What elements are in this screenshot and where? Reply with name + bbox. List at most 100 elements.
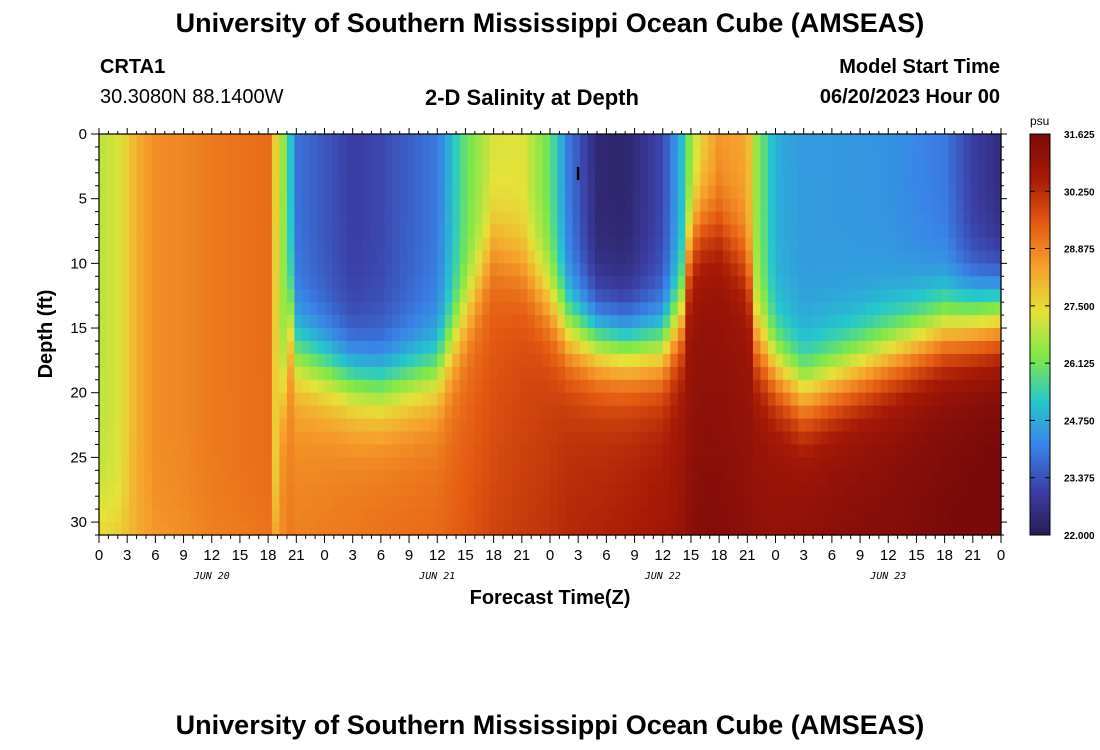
heatmap-cell bbox=[820, 198, 829, 213]
heatmap-cell bbox=[114, 379, 123, 394]
heatmap-cell bbox=[482, 263, 491, 277]
heatmap-cell bbox=[940, 263, 949, 277]
heatmap-cell bbox=[369, 185, 378, 200]
heatmap-cell bbox=[189, 379, 198, 394]
heatmap-cell bbox=[985, 522, 995, 536]
heatmap-cell bbox=[249, 509, 258, 523]
heatmap-cell bbox=[459, 198, 468, 213]
heatmap-cell bbox=[993, 483, 1002, 497]
heatmap-cell bbox=[873, 379, 882, 394]
heatmap-cell bbox=[775, 250, 784, 264]
heatmap-cell bbox=[369, 353, 378, 368]
footer-title: University of Southern Mississippi Ocean… bbox=[175, 710, 925, 740]
heatmap-cell bbox=[760, 276, 769, 290]
heatmap-cell bbox=[730, 185, 739, 200]
heatmap-cell bbox=[745, 328, 754, 342]
heatmap-cell bbox=[662, 366, 671, 381]
heatmap-cell bbox=[918, 496, 927, 510]
heatmap-cell bbox=[474, 522, 483, 536]
heatmap-cell bbox=[940, 146, 949, 161]
heatmap-cell bbox=[534, 172, 544, 187]
heatmap-cell bbox=[670, 470, 679, 484]
heatmap-cell bbox=[752, 509, 762, 523]
heatmap-cell bbox=[444, 379, 453, 394]
heatmap-cell bbox=[662, 405, 671, 420]
heatmap-cell bbox=[572, 211, 581, 226]
heatmap-cell bbox=[542, 328, 551, 342]
heatmap-cell bbox=[369, 366, 378, 381]
heatmap-cell bbox=[452, 185, 461, 200]
heatmap-cell bbox=[850, 366, 859, 381]
heatmap-cell bbox=[392, 302, 401, 316]
heatmap-cell bbox=[700, 146, 709, 161]
heatmap-cell bbox=[707, 431, 716, 446]
heatmap-cell bbox=[798, 134, 807, 148]
heatmap-cell bbox=[865, 134, 874, 148]
heatmap-cell bbox=[309, 392, 318, 407]
heatmap-cell bbox=[264, 211, 273, 226]
heatmap-cell bbox=[655, 276, 664, 290]
heatmap-cell bbox=[760, 509, 769, 523]
heatmap-cell bbox=[978, 237, 987, 252]
heatmap-cell bbox=[256, 483, 265, 497]
heatmap-cell bbox=[843, 211, 852, 226]
heatmap-cell bbox=[316, 211, 326, 226]
heatmap-cell bbox=[347, 250, 356, 264]
heatmap-cell bbox=[632, 522, 641, 536]
heatmap-cell bbox=[550, 237, 559, 252]
heatmap-cell bbox=[482, 444, 491, 458]
heatmap-cell bbox=[610, 263, 619, 277]
heatmap-cell bbox=[407, 302, 416, 316]
heatmap-cell bbox=[662, 444, 671, 458]
heatmap-cell bbox=[700, 224, 709, 239]
heatmap-cell bbox=[114, 509, 123, 523]
heatmap-cell bbox=[888, 289, 897, 303]
heatmap-cell bbox=[429, 431, 438, 446]
heatmap-cell bbox=[459, 224, 468, 239]
heatmap-cell bbox=[399, 211, 408, 226]
heatmap-cell bbox=[324, 522, 333, 536]
heatmap-cell bbox=[144, 522, 153, 536]
heatmap-cell bbox=[114, 172, 123, 187]
heatmap-cell bbox=[880, 509, 889, 523]
heatmap-cell bbox=[294, 457, 303, 471]
heatmap-cell bbox=[407, 250, 416, 264]
heatmap-cell bbox=[489, 431, 498, 446]
heatmap-cell bbox=[850, 211, 859, 226]
heatmap-cell bbox=[226, 302, 235, 316]
heatmap-cell bbox=[174, 392, 183, 407]
x-tick-label: 21 bbox=[964, 547, 981, 564]
heatmap-cell bbox=[452, 496, 461, 510]
heatmap-cell bbox=[565, 483, 574, 497]
heatmap-cell bbox=[557, 496, 566, 510]
heatmap-cell bbox=[407, 134, 416, 148]
heatmap-cell bbox=[324, 250, 333, 264]
heatmap-cell bbox=[985, 444, 995, 458]
page-title: University of Southern Mississippi Ocean… bbox=[175, 8, 925, 38]
heatmap-cell bbox=[332, 172, 341, 187]
heatmap-cell bbox=[903, 418, 912, 433]
heatmap-cell bbox=[354, 224, 363, 239]
heatmap-cell bbox=[459, 431, 468, 446]
heatmap-cell bbox=[858, 340, 867, 355]
heatmap-cell bbox=[677, 522, 686, 536]
heatmap-cell bbox=[745, 289, 754, 303]
heatmap-cell bbox=[159, 483, 168, 497]
heatmap-cell bbox=[234, 185, 243, 200]
heatmap-cell bbox=[407, 276, 416, 290]
heatmap-cell bbox=[910, 237, 919, 252]
heatmap-cell bbox=[429, 509, 438, 523]
heatmap-cell bbox=[151, 340, 160, 355]
heatmap-cell bbox=[174, 134, 183, 148]
heatmap-cell bbox=[610, 379, 619, 394]
heatmap-cell bbox=[467, 134, 476, 148]
heatmap-cell bbox=[399, 302, 408, 316]
heatmap-cell bbox=[226, 250, 235, 264]
heatmap-cell bbox=[670, 159, 679, 174]
heatmap-cell bbox=[790, 444, 799, 458]
colorbar-tick-label: 22.000 bbox=[1064, 531, 1095, 542]
heatmap-cell bbox=[970, 302, 980, 316]
heatmap-cell bbox=[174, 302, 183, 316]
heatmap-cell bbox=[790, 185, 799, 200]
heatmap-cell bbox=[993, 172, 1002, 187]
